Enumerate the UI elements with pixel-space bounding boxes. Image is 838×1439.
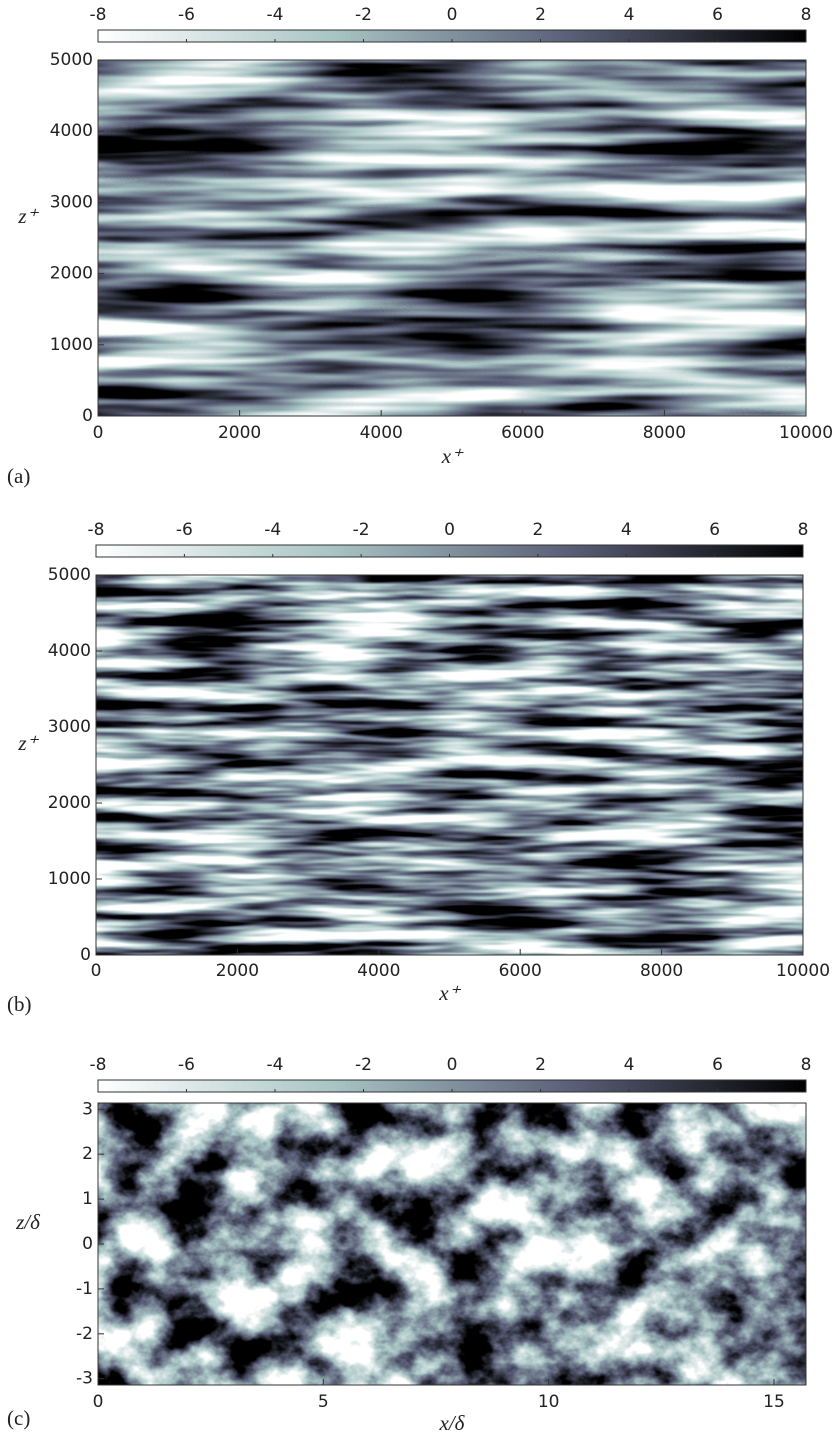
y-axis-title: z⁺ bbox=[17, 204, 39, 228]
y-tick-label: 5000 bbox=[50, 50, 93, 70]
y-tick-label: 0 bbox=[82, 406, 93, 426]
y-tick-label: -3 bbox=[76, 1369, 93, 1389]
y-axis-title: z/δ bbox=[15, 1210, 41, 1234]
x-tick-label: 10000 bbox=[779, 423, 833, 443]
plot-frame bbox=[95, 574, 804, 956]
colorbar-tick-label: -6 bbox=[176, 520, 193, 540]
x-tick-label: 8000 bbox=[640, 961, 683, 981]
y-tick-label: 2000 bbox=[48, 793, 91, 813]
panel-label: (a) bbox=[7, 464, 30, 488]
colorbar-tick-label: 0 bbox=[447, 1055, 458, 1075]
x-axis-title: x⁺ bbox=[438, 981, 461, 1005]
colorbar-tick-label: -8 bbox=[88, 520, 105, 540]
y-tick-label: 2000 bbox=[50, 264, 93, 284]
colorbar-tick-label: 6 bbox=[712, 5, 723, 25]
x-tick-label: 2000 bbox=[216, 961, 259, 981]
colorbar-tick-label: 8 bbox=[798, 520, 809, 540]
x-tick-label: 5 bbox=[318, 1392, 329, 1412]
colorbar-tick-label: -6 bbox=[178, 1055, 195, 1075]
colorbar-tick-label: -6 bbox=[178, 5, 195, 25]
colorbar-tick-label: 4 bbox=[624, 1055, 635, 1075]
colorbar-tick-label: -4 bbox=[267, 1055, 284, 1075]
x-tick-label: 4000 bbox=[360, 423, 403, 443]
x-tick-label: 15 bbox=[763, 1392, 785, 1412]
colorbar-tick-label: -2 bbox=[355, 5, 372, 25]
colorbar-tick-label: -8 bbox=[90, 1055, 107, 1075]
y-tick-label: 0 bbox=[82, 1234, 93, 1254]
colorbar-tick-label: 0 bbox=[447, 5, 458, 25]
y-axis-title: z⁺ bbox=[17, 731, 39, 755]
x-tick-label: 0 bbox=[93, 1392, 104, 1412]
x-tick-label: 4000 bbox=[357, 961, 400, 981]
x-tick-label: 8000 bbox=[643, 423, 686, 443]
y-tick-label: -2 bbox=[76, 1324, 93, 1344]
colorbar-tick-label: -4 bbox=[267, 5, 284, 25]
field-image bbox=[96, 575, 803, 955]
y-tick-label: 1000 bbox=[48, 869, 91, 889]
x-axis-title: x/δ bbox=[439, 1411, 466, 1435]
panel-label: (b) bbox=[7, 992, 32, 1016]
y-tick-label: 5000 bbox=[48, 565, 91, 585]
colorbar-tick-label: 6 bbox=[712, 1055, 723, 1075]
x-axis-title: x⁺ bbox=[441, 444, 464, 468]
y-tick-label: 3 bbox=[82, 1099, 93, 1119]
colorbar-tick-label: 4 bbox=[621, 520, 632, 540]
y-tick-label: 1 bbox=[82, 1189, 93, 1209]
field-image bbox=[98, 1103, 806, 1385]
colorbar-tick-label: 6 bbox=[709, 520, 720, 540]
x-tick-label: 0 bbox=[93, 423, 104, 443]
x-tick-label: 10000 bbox=[776, 961, 830, 981]
panel-label: (c) bbox=[7, 1406, 30, 1430]
x-tick-label: 10 bbox=[538, 1392, 560, 1412]
colorbar-tick-label: 4 bbox=[624, 5, 635, 25]
x-tick-label: 0 bbox=[91, 961, 102, 981]
plot-frame bbox=[97, 59, 807, 417]
y-tick-label: 4000 bbox=[48, 641, 91, 661]
y-tick-label: 0 bbox=[80, 945, 91, 965]
colorbar-tick-label: -2 bbox=[353, 520, 370, 540]
x-tick-label: 2000 bbox=[218, 423, 261, 443]
y-tick-label: 1000 bbox=[50, 335, 93, 355]
y-tick-label: 3000 bbox=[48, 717, 91, 737]
colorbar-tick-label: 8 bbox=[801, 1055, 812, 1075]
colorbar-tick-label: -2 bbox=[355, 1055, 372, 1075]
field-image bbox=[98, 60, 806, 416]
x-tick-label: 6000 bbox=[501, 423, 544, 443]
colorbar-tick-label: -4 bbox=[264, 520, 281, 540]
y-tick-label: -1 bbox=[76, 1279, 93, 1299]
x-tick-label: 6000 bbox=[499, 961, 542, 981]
y-tick-label: 2 bbox=[82, 1144, 93, 1164]
colorbar-tick-label: 2 bbox=[535, 1055, 546, 1075]
colorbar-tick-label: 8 bbox=[801, 5, 812, 25]
colorbar-tick-label: 2 bbox=[532, 520, 543, 540]
colorbar-tick-label: 0 bbox=[444, 520, 455, 540]
colorbar-tick-label: -8 bbox=[90, 5, 107, 25]
colorbar-tick-label: 2 bbox=[535, 5, 546, 25]
y-tick-label: 3000 bbox=[50, 192, 93, 212]
y-tick-label: 4000 bbox=[50, 121, 93, 141]
